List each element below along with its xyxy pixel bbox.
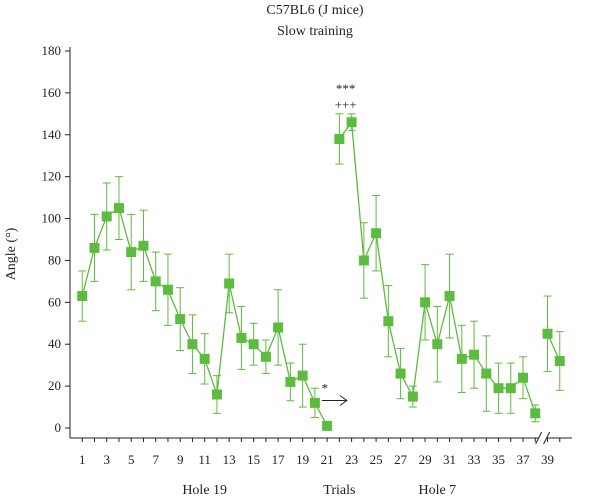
y-tick-label: 80 bbox=[48, 252, 61, 267]
data-series bbox=[77, 113, 565, 431]
data-point bbox=[554, 355, 565, 366]
data-point bbox=[248, 339, 259, 350]
group-label: Hole 7 bbox=[418, 483, 456, 498]
data-point bbox=[505, 383, 516, 394]
data-point bbox=[407, 391, 418, 402]
y-tick-label: 60 bbox=[48, 294, 61, 309]
data-point bbox=[273, 322, 284, 333]
significance-marker: +++ bbox=[335, 97, 357, 112]
significance-marker: *** bbox=[336, 81, 356, 96]
data-point bbox=[260, 351, 271, 362]
x-tick-label: 23 bbox=[345, 452, 358, 467]
x-tick-label: 17 bbox=[272, 452, 286, 467]
chart-title: C57BL6 (J mice) bbox=[266, 3, 364, 18]
x-tick-label: 1 bbox=[79, 452, 86, 467]
data-point bbox=[211, 389, 222, 400]
data-point bbox=[138, 240, 149, 251]
x-tick-label: 3 bbox=[103, 452, 110, 467]
data-point bbox=[444, 291, 455, 302]
data-point bbox=[371, 228, 382, 239]
x-tick-label: 25 bbox=[370, 452, 383, 467]
x-tick-label: 35 bbox=[492, 452, 505, 467]
data-point bbox=[481, 368, 492, 379]
chart-subtitle: Slow training bbox=[277, 24, 353, 39]
y-tick-label: 120 bbox=[42, 169, 62, 184]
x-tick-label: 29 bbox=[419, 452, 432, 467]
y-tick-label: 180 bbox=[42, 43, 62, 58]
data-point bbox=[77, 291, 88, 302]
data-point bbox=[542, 328, 553, 339]
y-tick-label: 140 bbox=[42, 127, 62, 142]
data-point bbox=[297, 370, 308, 381]
y-tick-label: 20 bbox=[48, 378, 61, 393]
data-point bbox=[469, 349, 480, 360]
y-axis-title: Angle (°) bbox=[4, 227, 19, 280]
data-point bbox=[395, 368, 406, 379]
data-point bbox=[346, 117, 357, 128]
data-point bbox=[236, 332, 247, 343]
x-tick-label: 11 bbox=[198, 452, 211, 467]
y-tick-label: 40 bbox=[48, 336, 61, 351]
data-point bbox=[334, 133, 345, 144]
data-point bbox=[126, 247, 137, 258]
x-tick-label: 9 bbox=[177, 452, 184, 467]
group-label: Hole 19 bbox=[182, 483, 227, 498]
data-point bbox=[175, 314, 186, 325]
x-tick-label: 7 bbox=[152, 452, 159, 467]
x-tick-label: 19 bbox=[296, 452, 309, 467]
data-point bbox=[456, 353, 467, 364]
data-point bbox=[358, 255, 369, 266]
annotations: ***+++ * bbox=[322, 81, 357, 406]
group-labels: Hole 19 Trials Hole 7 bbox=[182, 483, 456, 498]
axis-break-mark bbox=[535, 431, 543, 445]
x-tick-label: 31 bbox=[443, 452, 456, 467]
y-tick-label: 100 bbox=[42, 211, 62, 226]
data-point bbox=[383, 316, 394, 327]
data-point bbox=[309, 397, 320, 408]
data-point bbox=[432, 339, 443, 350]
x-tick-label: 13 bbox=[223, 452, 236, 467]
x-tick-label: 33 bbox=[468, 452, 481, 467]
data-point bbox=[530, 408, 541, 419]
axis-break-mark bbox=[543, 431, 551, 445]
x-tick-label: 5 bbox=[128, 452, 135, 467]
data-point bbox=[285, 376, 296, 387]
data-point bbox=[101, 211, 112, 222]
data-point bbox=[113, 203, 124, 214]
data-point bbox=[199, 353, 210, 364]
x-tick-label: 27 bbox=[394, 452, 408, 467]
significance-star: * bbox=[322, 380, 329, 395]
data-point bbox=[187, 339, 198, 350]
x-tick-label: 15 bbox=[247, 452, 260, 467]
group-label: Trials bbox=[323, 483, 355, 498]
data-point bbox=[89, 242, 100, 253]
data-point bbox=[162, 284, 173, 295]
data-point bbox=[493, 383, 504, 394]
x-tick-label: 39 bbox=[541, 452, 554, 467]
x-tick-label: 37 bbox=[517, 452, 531, 467]
x-tick-label: 21 bbox=[321, 452, 334, 467]
arrow-head bbox=[339, 395, 348, 406]
data-point bbox=[224, 278, 235, 289]
data-point bbox=[150, 276, 161, 287]
data-point bbox=[518, 372, 529, 383]
data-point bbox=[420, 297, 431, 308]
data-point bbox=[322, 420, 333, 431]
y-tick-label: 0 bbox=[55, 420, 62, 435]
y-tick-label: 160 bbox=[42, 85, 62, 100]
